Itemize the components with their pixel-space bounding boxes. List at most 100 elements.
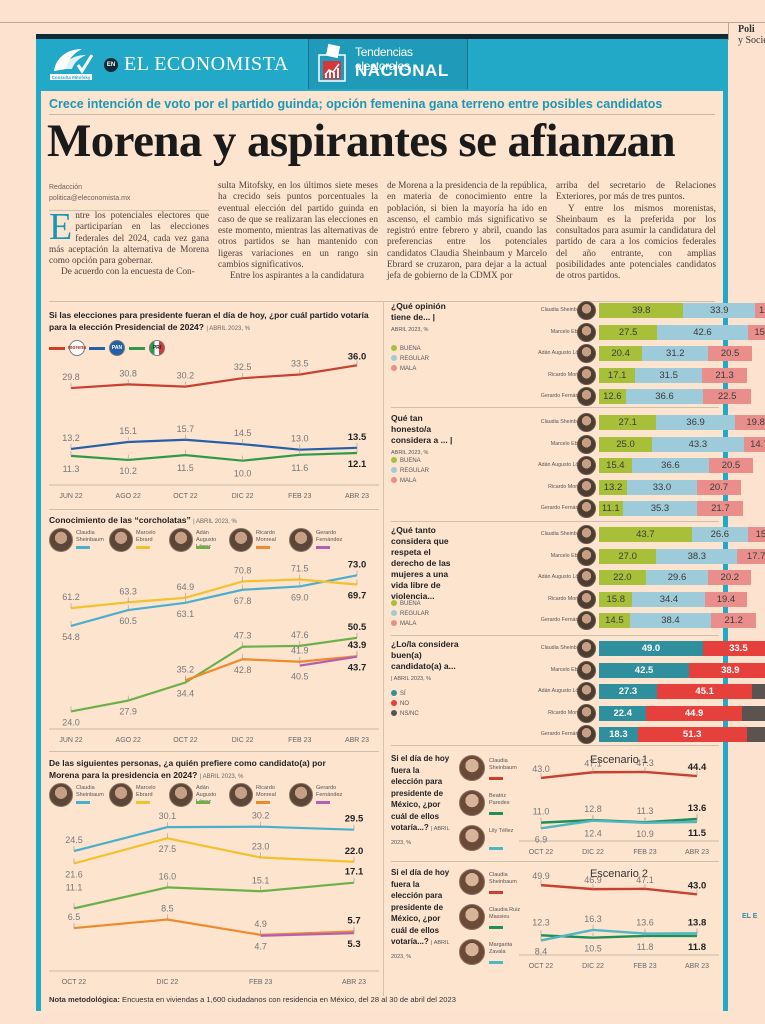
bar-row: Adán Augusto López 20.4 31.2 20.5 (471, 344, 752, 364)
data-label: 11.1 (66, 882, 83, 892)
bar-segment-buena: 27.0 (599, 548, 657, 564)
candidate-name: Marcelo Ebrard (550, 440, 587, 447)
legend-item-mala: MALA (391, 364, 429, 374)
person-name: Margarita Zavala (489, 942, 513, 955)
article-column-4: arriba del secretario de Relaciones Exte… (556, 181, 716, 283)
stacked-bar: 22.444.932.7 (599, 705, 765, 721)
bar-segment-no: 33.5 (702, 641, 765, 656)
candidate-name: Marcelo Ebrard (550, 328, 587, 335)
legend-person-adan-augusto-lopez: Adán Augusto López (169, 528, 229, 556)
paragraph: ntre los potenciales electores que parti… (49, 211, 209, 267)
article-kicker: Crece intención de voto por el partido g… (49, 97, 715, 115)
series-line-marcelo-ebrard (73, 837, 355, 865)
data-label: 11.6 (291, 463, 308, 473)
data-label: 29.5 (345, 814, 364, 825)
legend-item-regular: REGULAR (391, 354, 429, 364)
series-line-pri (70, 451, 358, 462)
legend-swatch (196, 801, 210, 804)
adjacent-footer: EL E (742, 913, 758, 920)
series-line-adan-augusto-lopez (73, 881, 355, 910)
portrait-photo (577, 703, 596, 723)
bar-chart-buen_candidato: ¿Lo/la considera buen(a) candidato(a) a.… (391, 637, 765, 745)
data-label: 11.3 (637, 806, 654, 816)
ballot-box-icon (318, 43, 346, 82)
candidate-name: Marcelo Ebrard (550, 552, 587, 559)
bar-segment-mala: 15.9 (748, 527, 765, 542)
bar-chart-question: ¿Qué opinión tiene de... | ABRIL 2023, % (391, 301, 446, 333)
data-label: 6.5 (68, 912, 81, 922)
legend-person-adan-augusto-lopez: Adán Augusto López (169, 783, 229, 811)
data-label: 47.3 (234, 631, 252, 641)
bar-segment-mala: 19.4 (705, 591, 747, 607)
data-label: 12.4 (584, 829, 602, 839)
data-label: 17.1 (345, 867, 364, 878)
portrait-photo (577, 546, 596, 566)
data-label: 30.1 (159, 811, 177, 821)
data-label: 61.2 (62, 592, 80, 602)
scenario-line-chart: Escenario 2 OCT 22 DIC 22 FEB 23 ABR 23 49.9 4… (519, 868, 719, 970)
bar-segment-regular: 33.0 (626, 479, 697, 495)
legend-swatch (136, 801, 150, 804)
data-label: 13.5 (348, 432, 367, 443)
bar-row: Gerardo Fernández 11.1 35.3 21.7 (471, 499, 744, 519)
portrait-photo (577, 387, 596, 406)
scenario-question: Si el día de hoy fuera la elección para … (391, 754, 450, 846)
candidate-name: Claudia Sheinbaum (540, 307, 587, 313)
bar-segment-regular: 31.5 (635, 367, 703, 383)
legend-swatch (489, 777, 503, 780)
legend-swatch (76, 546, 90, 549)
series-line-claudia-sheinbaum (70, 574, 358, 627)
legend-person-ricardo-monreal: Ricardo Monreal (229, 528, 289, 556)
series-line-claudia-sheinbaum (73, 825, 355, 853)
paragraph: arriba del secretario de Relaciones Exte… (556, 181, 716, 203)
scenario-candidate-claudia-sheinbaum: Claudia Sheinbaum (459, 869, 529, 899)
party-line-chart: JUN 22 AGO 22 OCT 22 DIC 22 FEB 23 ABR 23 29.8… (49, 353, 379, 500)
data-label: 22.0 (345, 846, 364, 857)
author: Redacción (49, 184, 83, 191)
author-email[interactable]: politica@eleconomista.mx (49, 195, 131, 202)
series-line-marcelo-ebrard (70, 578, 358, 610)
portrait-photo (577, 639, 596, 658)
section-title: NACIONAL (355, 61, 449, 80)
bar-segment-no: 51.3 (637, 727, 747, 742)
x-tick-label: ABR 23 (345, 737, 369, 744)
scenario-candidate-margarita-zavala: Margarita Zavala (459, 939, 529, 969)
section-rule (391, 635, 719, 636)
bar-row: Marcelo Ebrard 27.0 38.3 17.7 (471, 546, 765, 567)
data-label: 5.7 (347, 915, 360, 926)
x-tick-label: DIC 22 (582, 849, 604, 856)
legend-swatch (316, 546, 330, 549)
scenario-candidate-claudia-ruiz-massieu: Claudia Ruiz Massieu (459, 904, 529, 934)
bar-legend: SÍ NO NS/NC (391, 689, 419, 719)
bar-segment-mala: 19.8 (734, 415, 765, 430)
bar-segment-si: 18.3 (599, 727, 638, 742)
bar-chart-question: ¿Qué tanto considera que respeta el dere… (391, 525, 451, 601)
data-label: 4.9 (254, 919, 267, 929)
dropcap: E (49, 206, 73, 248)
x-tick-label: OCT 22 (62, 979, 86, 986)
portrait-photo (577, 725, 596, 744)
x-tick-label: ABR 23 (685, 963, 709, 970)
bar-segment-buena: 43.7 (599, 527, 692, 542)
methodology-note: Nota metodológica: Encuesta en viviendas… (49, 995, 456, 1004)
bar-row: Adán Augusto López 22.0 29.6 20.2 (471, 568, 752, 588)
bar-segment-buena: 27.1 (599, 415, 657, 430)
portrait-photo (577, 301, 596, 320)
bar-segment-ns-nc: 30.4 (746, 727, 765, 742)
person-name: Claudia Ruiz Massieu (489, 907, 521, 920)
bar-row: Gerardo Fernández 12.6 36.6 22.5 (471, 387, 751, 407)
portrait-photo (289, 528, 313, 552)
infographic-frame: Consulta Mitofsky EN EL ECONOMISTA Tende… (36, 34, 765, 1011)
portrait-photo (459, 939, 485, 965)
series-line-ricardo-monreal (73, 918, 355, 936)
data-label: 47.6 (291, 630, 309, 640)
x-tick-label: JUN 22 (59, 737, 82, 744)
preferencia-chart-title: De las siguientes personas, ¿a quién pre… (49, 758, 326, 780)
legend-person-ricardo-monreal: Ricardo Monreal (229, 783, 289, 811)
legend-item-regular: REGULAR (391, 609, 429, 619)
paragraph: sulta Mitofsky, en los últimos siete mes… (218, 181, 378, 271)
data-label: 15.1 (252, 875, 270, 885)
scenario-candidate-lily-tellez: Lily Téllez (459, 825, 529, 855)
candidate-name: Gerardo Fernández (540, 731, 587, 737)
data-label: 47.3 (636, 758, 654, 768)
